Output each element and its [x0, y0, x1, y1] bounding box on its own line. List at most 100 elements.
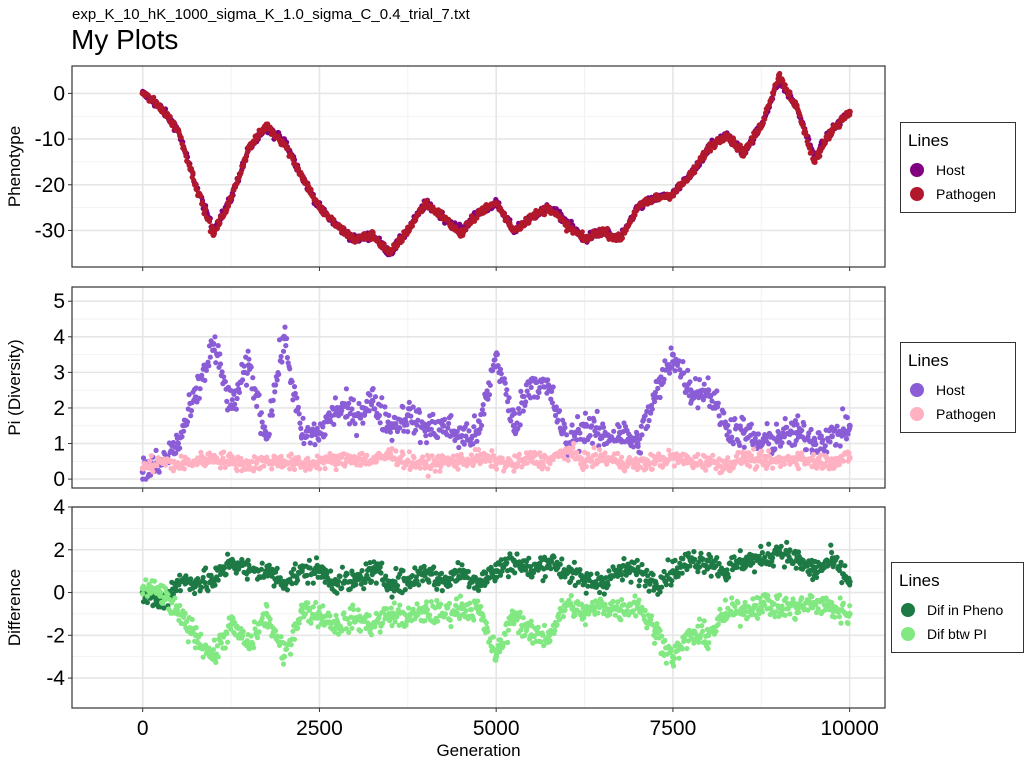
- series-value-point: [351, 454, 358, 461]
- y-tick-label: -10: [35, 128, 65, 151]
- data-point: [244, 576, 250, 582]
- series-value-point: [139, 90, 146, 97]
- data-point: [199, 584, 205, 590]
- data-point: [150, 469, 156, 475]
- data-point: [361, 586, 367, 592]
- data-point: [376, 412, 382, 419]
- data-point: [420, 454, 426, 460]
- series-value-point: [811, 437, 818, 443]
- series-value-point: [263, 568, 270, 575]
- data-point: [225, 639, 231, 645]
- data-point: [827, 439, 833, 445]
- series-value-point: [387, 422, 394, 429]
- data-point: [801, 422, 807, 428]
- data-point: [622, 468, 628, 474]
- data-point: [278, 634, 284, 640]
- series-value-point: [245, 362, 252, 369]
- y-tick-label: 4: [53, 326, 65, 349]
- data-point: [188, 166, 195, 172]
- series-value-point: [387, 250, 394, 257]
- data-point: [708, 573, 714, 579]
- data-point: [438, 570, 445, 577]
- data-point: [372, 406, 378, 412]
- data-point: [732, 416, 738, 422]
- data-point: [181, 466, 187, 472]
- data-point: [282, 324, 288, 330]
- data-point: [313, 555, 320, 561]
- data-point: [410, 404, 416, 410]
- data-point: [461, 441, 467, 447]
- data-point: [389, 437, 395, 443]
- series-value-point: [793, 104, 800, 111]
- data-point: [667, 370, 673, 376]
- panel-background: [72, 66, 885, 267]
- data-point: [456, 444, 462, 451]
- data-point: [191, 177, 197, 183]
- data-point: [741, 444, 747, 450]
- series-value-point: [157, 458, 164, 465]
- data-point: [803, 447, 810, 453]
- data-point: [834, 423, 840, 429]
- data-point: [634, 557, 640, 563]
- series-pathogen: [139, 70, 853, 257]
- data-point: [762, 116, 768, 122]
- data-point: [797, 113, 803, 119]
- data-point: [502, 380, 508, 386]
- data-point: [642, 583, 648, 589]
- data-point: [751, 446, 757, 452]
- data-point: [184, 419, 191, 425]
- data-point: [829, 549, 835, 556]
- series-value-point: [616, 236, 623, 243]
- data-point: [288, 642, 294, 648]
- series-value-point: [722, 568, 729, 575]
- data-point: [224, 630, 230, 637]
- series-value-point: [493, 351, 500, 358]
- data-point: [243, 158, 249, 164]
- data-point: [331, 217, 337, 223]
- data-point: [504, 560, 510, 566]
- data-point: [311, 421, 317, 427]
- data-point: [817, 153, 823, 159]
- data-point: [494, 466, 500, 472]
- series-value-point: [281, 578, 288, 585]
- data-point: [557, 561, 563, 567]
- series-value-point: [210, 578, 217, 585]
- data-point: [337, 573, 343, 580]
- data-point: [203, 367, 209, 373]
- data-point: [406, 449, 412, 455]
- series-value-point: [563, 568, 570, 575]
- data-point: [737, 442, 743, 448]
- data-point: [770, 563, 777, 569]
- data-point: [840, 406, 846, 412]
- data-point: [222, 379, 228, 385]
- data-point: [506, 395, 512, 401]
- data-point: [221, 374, 227, 380]
- data-point: [298, 425, 304, 431]
- data-point: [537, 450, 543, 456]
- data-point: [668, 582, 674, 588]
- data-point: [619, 577, 626, 583]
- data-point: [424, 440, 430, 446]
- series-value-point: [175, 461, 181, 468]
- data-point: [258, 410, 264, 416]
- data-point: [834, 554, 840, 560]
- data-point: [528, 384, 534, 390]
- data-point: [729, 434, 735, 440]
- data-point: [334, 590, 340, 596]
- data-point: [497, 366, 504, 372]
- data-point: [287, 366, 293, 372]
- data-point: [471, 413, 478, 419]
- series-value-point: [510, 227, 517, 234]
- data-point: [438, 208, 444, 214]
- series-value-point: [669, 351, 676, 358]
- data-point: [471, 424, 477, 430]
- data-point: [486, 392, 493, 398]
- data-point: [367, 392, 373, 398]
- data-point: [808, 426, 814, 433]
- data-point: [597, 589, 603, 596]
- data-point: [269, 466, 275, 472]
- series-value-point: [811, 568, 818, 575]
- data-point: [520, 408, 526, 414]
- data-point: [759, 448, 765, 454]
- data-point: [638, 423, 644, 429]
